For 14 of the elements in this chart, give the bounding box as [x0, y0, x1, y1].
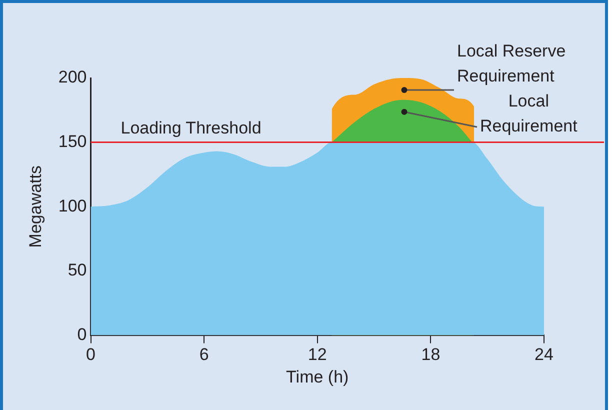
x-tick-label: 6: [199, 345, 209, 364]
series-label: Local Reserve Requirement: [457, 42, 566, 86]
y-axis-title: Megawatts: [26, 166, 45, 248]
x-tick-label: 18: [421, 345, 440, 364]
x-axis-title: Time (h): [286, 367, 349, 386]
y-tick-label: 200: [58, 68, 87, 87]
x-tick-label: 24: [534, 345, 554, 364]
y-tick-label: 50: [68, 260, 87, 280]
y-tick-label: 150: [58, 132, 87, 151]
series-label: Local Requirement: [480, 92, 578, 136]
x-tick-label: 12: [308, 345, 327, 364]
y-tick-label: 0: [77, 324, 87, 344]
ref-line-label: Loading Threshold: [120, 118, 262, 138]
y-tick-label: 100: [58, 196, 87, 216]
